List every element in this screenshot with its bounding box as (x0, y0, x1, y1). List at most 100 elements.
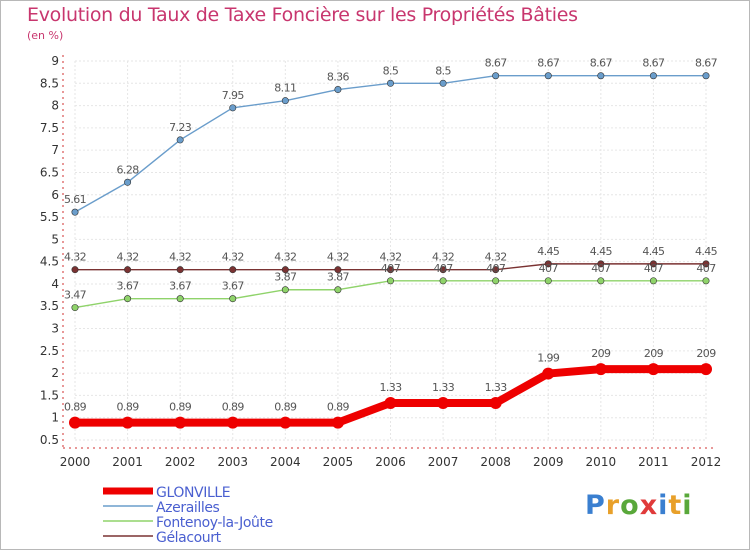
data-point (544, 277, 552, 285)
data-label: 1.33 (485, 381, 508, 394)
data-point (439, 266, 447, 274)
logo-letter: o (620, 490, 640, 521)
data-label: 407 (696, 262, 716, 275)
y-tick-label: 9 (51, 54, 59, 68)
data-label: 3.87 (327, 271, 350, 284)
data-point (649, 72, 657, 80)
y-tick-label: 1 (51, 411, 59, 425)
data-point (437, 396, 450, 409)
data-label: 407 (644, 262, 664, 275)
logo-letter: i (658, 490, 669, 521)
x-tick-label: 2000 (60, 455, 91, 469)
data-point (597, 260, 605, 268)
x-tick-label: 2011 (638, 455, 669, 469)
data-label: 4.45 (695, 245, 718, 258)
data-point (281, 97, 289, 105)
data-point (281, 266, 289, 274)
data-label: 4.45 (642, 245, 665, 258)
data-point (69, 416, 81, 429)
y-tick-label: 4 (51, 277, 59, 291)
data-label: 4.32 (64, 251, 86, 264)
data-label: 8.36 (327, 71, 350, 84)
y-tick-label: 6 (51, 188, 59, 202)
data-point (124, 178, 132, 186)
chart-subtitle: (en %) (27, 29, 64, 42)
data-point (492, 72, 500, 80)
data-label: 0.89 (222, 401, 245, 414)
data-point (544, 260, 552, 268)
data-label: 0.89 (327, 401, 350, 414)
x-tick-label: 2006 (375, 455, 406, 469)
data-label: 4.32 (169, 251, 191, 264)
data-label: 7.95 (222, 89, 245, 102)
data-label: 8.67 (695, 57, 718, 70)
data-point (174, 416, 187, 429)
data-point (176, 295, 184, 303)
data-label: 209 (644, 347, 664, 360)
logo-letter: t (668, 490, 683, 521)
data-label: 4.32 (117, 251, 139, 264)
data-point (492, 277, 500, 285)
data-point (279, 416, 292, 429)
data-point (71, 304, 79, 312)
data-point (544, 72, 552, 80)
x-tick-label: 2012 (691, 455, 722, 469)
data-label: 1.99 (537, 352, 560, 365)
data-label: 3.67 (117, 280, 140, 293)
data-point (124, 266, 132, 274)
data-label: 8.67 (485, 57, 508, 70)
data-point (229, 295, 237, 303)
data-label: 1.33 (379, 381, 402, 394)
data-point (542, 367, 555, 380)
data-point (702, 72, 710, 80)
y-tick-label: 5.5 (40, 210, 59, 224)
data-point (386, 277, 394, 285)
data-label: 8.67 (537, 57, 560, 70)
data-label: 4.32 (379, 251, 401, 264)
y-tick-label: 2 (51, 366, 59, 380)
data-point (331, 416, 344, 429)
data-label: 8.67 (590, 57, 613, 70)
data-point (439, 79, 447, 87)
data-point (386, 266, 394, 274)
x-tick-label: 2007 (428, 455, 459, 469)
data-label: 407 (433, 262, 453, 275)
data-label: 407 (539, 262, 559, 275)
x-tick-label: 2004 (270, 455, 301, 469)
data-label: 407 (486, 262, 506, 275)
data-label: 8.5 (435, 64, 451, 77)
data-label: 3.87 (274, 271, 297, 284)
data-label: 8.67 (642, 57, 665, 70)
data-label: 8.5 (383, 64, 399, 77)
data-point (176, 266, 184, 274)
data-label: 4.45 (590, 245, 613, 258)
data-point (71, 208, 79, 216)
data-label: 4.45 (537, 245, 560, 258)
data-label: 0.89 (64, 401, 87, 414)
data-point (334, 266, 342, 274)
logo-letter: r (605, 490, 621, 521)
legend-label: Azerailles (156, 500, 220, 516)
data-label: 4.32 (327, 251, 349, 264)
data-label: 0.89 (274, 401, 297, 414)
y-tick-label: 3.5 (40, 299, 59, 313)
data-point (229, 266, 237, 274)
data-point (702, 277, 710, 285)
data-point (597, 277, 605, 285)
x-tick-label: 2010 (586, 455, 617, 469)
data-label: 7.23 (169, 121, 192, 134)
data-label: 209 (591, 347, 611, 360)
data-point (229, 104, 237, 112)
x-tick-label: 2005 (323, 455, 354, 469)
y-tick-label: 0.5 (40, 433, 59, 447)
data-point (594, 363, 607, 376)
data-point (281, 286, 289, 294)
series-line-azerailles (74, 75, 707, 213)
chart-title: Evolution du Taux de Taxe Foncière sur l… (27, 4, 578, 26)
data-label: 4.32 (274, 251, 296, 264)
y-tick-label: 7.5 (40, 121, 59, 135)
data-label: 6.28 (117, 163, 140, 176)
data-label: 407 (591, 262, 611, 275)
